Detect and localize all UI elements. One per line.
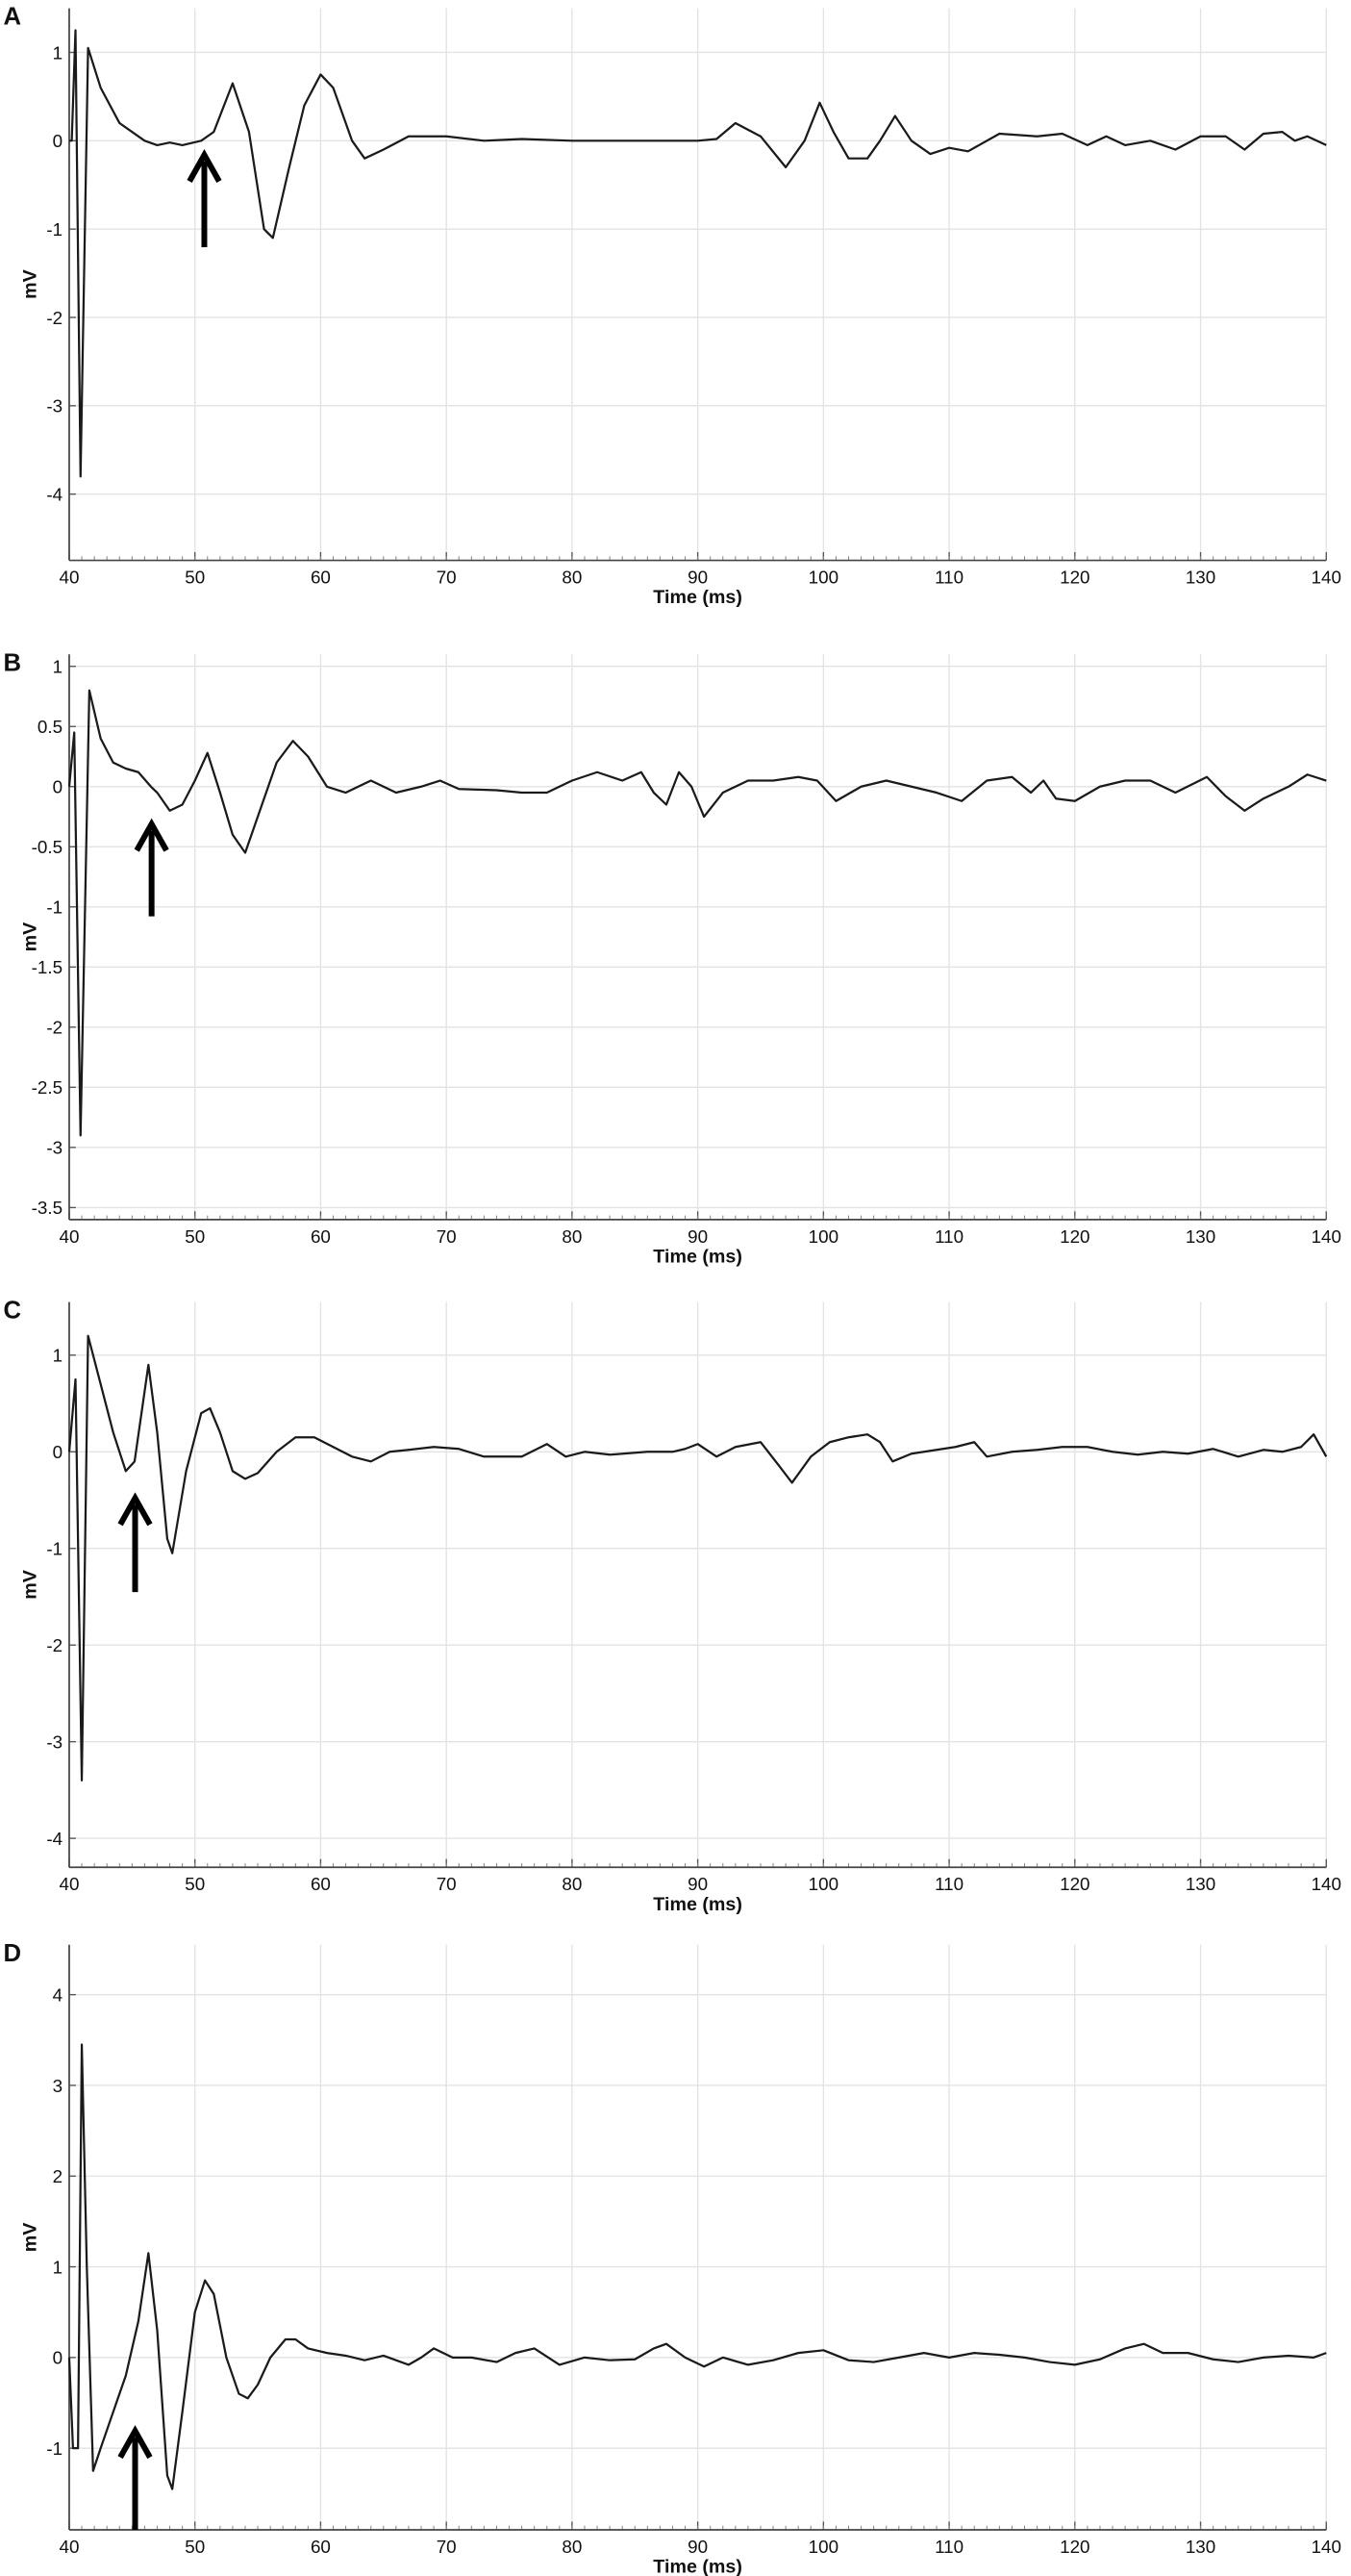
y-tick-label: -1 (46, 2438, 63, 2459)
x-tick-label: 120 (1060, 568, 1089, 588)
x-tick-label: 80 (562, 568, 582, 588)
x-tick-label: 50 (185, 2537, 205, 2557)
y-tick-label: 0 (53, 777, 63, 797)
y-tick-label: 1 (53, 657, 63, 677)
x-axis-label: Time (ms) (653, 587, 742, 608)
signal-line (68, 29, 1327, 478)
x-tick-label: 50 (185, 568, 205, 588)
y-tick-label: -2.5 (32, 1077, 63, 1098)
x-tick-label: 140 (1312, 1226, 1341, 1247)
x-tick-label: 130 (1186, 2537, 1215, 2557)
x-tick-label: 110 (935, 2537, 963, 2557)
y-axis-label: mV (20, 269, 41, 299)
x-tick-label: 120 (1060, 2537, 1089, 2557)
x-tick-label: 50 (185, 1226, 205, 1247)
x-tick-label: 70 (437, 2537, 457, 2557)
x-tick-label: 100 (809, 1874, 838, 1894)
arrow-head (117, 1492, 153, 1527)
x-tick-label: 60 (311, 1874, 331, 1894)
y-tick-label: -4 (46, 1829, 63, 1849)
x-tick-label: 60 (311, 1226, 331, 1247)
x-tick-label: 110 (935, 568, 963, 588)
x-tick-label: 60 (311, 2537, 331, 2557)
x-tick-label: 130 (1186, 1226, 1215, 1247)
x-tick-label: 70 (437, 1874, 457, 1894)
y-tick-label: -3 (46, 1138, 63, 1158)
x-tick-label: 40 (60, 2537, 80, 2557)
x-tick-label: 40 (60, 1874, 80, 1894)
panel-label: C (3, 1298, 21, 1325)
x-tick-label: 80 (562, 1874, 582, 1894)
y-tick-label: -1 (46, 1539, 63, 1559)
x-tick-label: 40 (60, 568, 80, 588)
x-tick-label: 70 (437, 568, 457, 588)
panel: D 4 3 2 1 0 -1 40 50 60 70 80 90 100 110 120 130 140 Time … (3, 1940, 1341, 2576)
y-tick-label: 0 (53, 131, 63, 151)
y-axis-label: mV (20, 922, 41, 952)
x-tick-label: 130 (1186, 568, 1215, 588)
x-tick-label: 90 (688, 1226, 708, 1247)
y-tick-label: 1 (53, 2257, 63, 2277)
panel-label: B (3, 649, 21, 676)
y-axis-label: mV (20, 2223, 41, 2253)
x-axis-label: Time (ms) (653, 1894, 742, 1915)
y-tick-label: -1 (46, 219, 63, 240)
x-tick-label: 60 (311, 568, 331, 588)
x-tick-label: 100 (809, 568, 838, 588)
arrow-head (117, 2425, 153, 2460)
x-tick-label: 80 (562, 1226, 582, 1247)
x-tick-label: 130 (1186, 1874, 1215, 1894)
x-tick-label: 120 (1060, 1874, 1089, 1894)
y-tick-label: 1 (53, 1346, 63, 1366)
x-tick-label: 80 (562, 2537, 582, 2557)
signal-line (67, 689, 1327, 1137)
x-axis-label: Time (ms) (653, 2557, 742, 2576)
x-tick-label: 140 (1312, 2537, 1341, 2557)
y-tick-label: -2 (46, 1018, 63, 1038)
signal-line (67, 1334, 1328, 1781)
y-tick-label: 0 (53, 2348, 63, 2368)
x-tick-label: 50 (185, 1874, 205, 1894)
y-tick-label: -2 (46, 1635, 63, 1655)
y-tick-label: 1 (53, 42, 63, 63)
y-axis-label: mV (20, 1570, 41, 1600)
panel-label: D (3, 1940, 21, 1967)
x-tick-label: 70 (437, 1226, 457, 1247)
y-tick-label: 0.5 (38, 717, 63, 737)
x-tick-label: 120 (1060, 1226, 1089, 1247)
y-tick-label: -3 (46, 1732, 63, 1753)
y-tick-label: 3 (53, 2076, 63, 2096)
y-tick-label: -0.5 (32, 837, 63, 857)
y-tick-label: -3.5 (32, 1198, 63, 1218)
panel: B 1 0.5 0 -0.5 -1 -1.5 -2 -2.5 -3 -3.5 40 50 60 70 80 90… (3, 649, 1341, 1267)
y-tick-label: 0 (53, 1442, 63, 1462)
x-tick-label: 100 (809, 1226, 838, 1247)
x-tick-label: 140 (1312, 568, 1341, 588)
y-tick-label: -3 (46, 396, 63, 417)
panel: A 1 0 -1 -2 -3 -4 40 50 60 70 80 90 100 110 120 130 140 Ti… (3, 4, 1341, 608)
signal-line (67, 2043, 1327, 2490)
x-tick-label: 140 (1312, 1874, 1341, 1894)
x-tick-label: 110 (935, 1874, 963, 1894)
panel: C 1 0 -1 -2 -3 -4 40 50 60 70 80 90 100 110 120 130 140 Ti… (3, 1298, 1341, 1915)
y-tick-label: -1 (46, 897, 63, 918)
arrow-head (187, 148, 222, 183)
x-tick-label: 90 (688, 1874, 708, 1894)
y-tick-label: 2 (53, 2166, 63, 2186)
y-tick-label: -1.5 (32, 957, 63, 977)
x-tick-label: 40 (60, 1226, 80, 1247)
x-tick-label: 110 (935, 1226, 963, 1247)
x-tick-label: 90 (688, 2537, 708, 2557)
panel-label: A (3, 4, 21, 31)
y-tick-label: -4 (46, 485, 63, 505)
x-axis-label: Time (ms) (653, 1246, 742, 1267)
arrow-head (134, 818, 169, 852)
x-tick-label: 100 (809, 2537, 838, 2557)
y-tick-label: -2 (46, 308, 63, 328)
x-tick-label: 90 (688, 568, 708, 588)
y-tick-label: 4 (53, 1984, 63, 2005)
